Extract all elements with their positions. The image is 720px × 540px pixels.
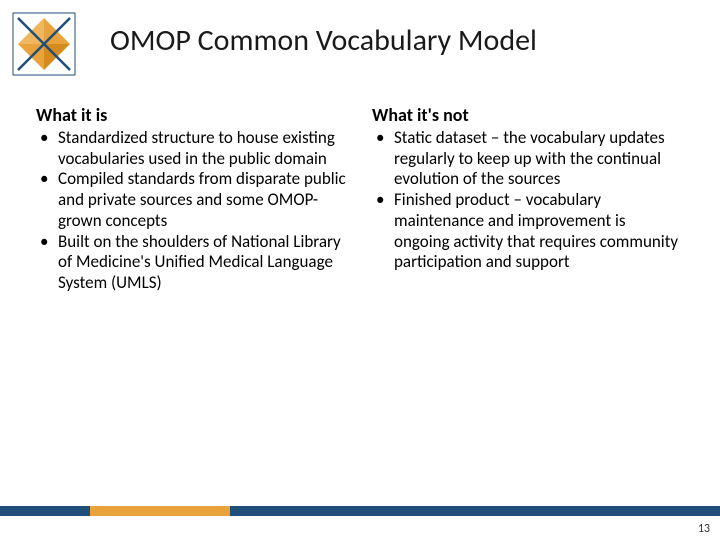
bullet-list: Standardized structure to house existing… — [36, 128, 348, 294]
column-what-it-is: What it is Standardized structure to hou… — [36, 104, 348, 294]
list-item: Static dataset – the vocabulary updates … — [372, 128, 684, 190]
column-what-its-not: What it's not Static dataset – the vocab… — [372, 104, 684, 294]
footer-bar — [0, 506, 720, 516]
list-item: Standardized structure to house existing… — [36, 128, 348, 169]
footer-segment — [230, 506, 720, 516]
page-number: 13 — [698, 522, 710, 536]
list-item: Compiled standards from disparate public… — [36, 169, 348, 231]
footer-segment — [0, 506, 90, 516]
logo-icon — [12, 12, 76, 76]
content-area: What it is Standardized structure to hou… — [36, 104, 684, 294]
list-item: Finished product – vocabulary maintenanc… — [372, 190, 684, 273]
bullet-list: Static dataset – the vocabulary updates … — [372, 128, 684, 273]
slide-title: OMOP Common Vocabulary Model — [110, 22, 537, 59]
column-heading: What it is — [36, 104, 348, 126]
list-item: Built on the shoulders of National Libra… — [36, 232, 348, 294]
footer-segment — [90, 506, 230, 516]
column-heading: What it's not — [372, 104, 684, 126]
